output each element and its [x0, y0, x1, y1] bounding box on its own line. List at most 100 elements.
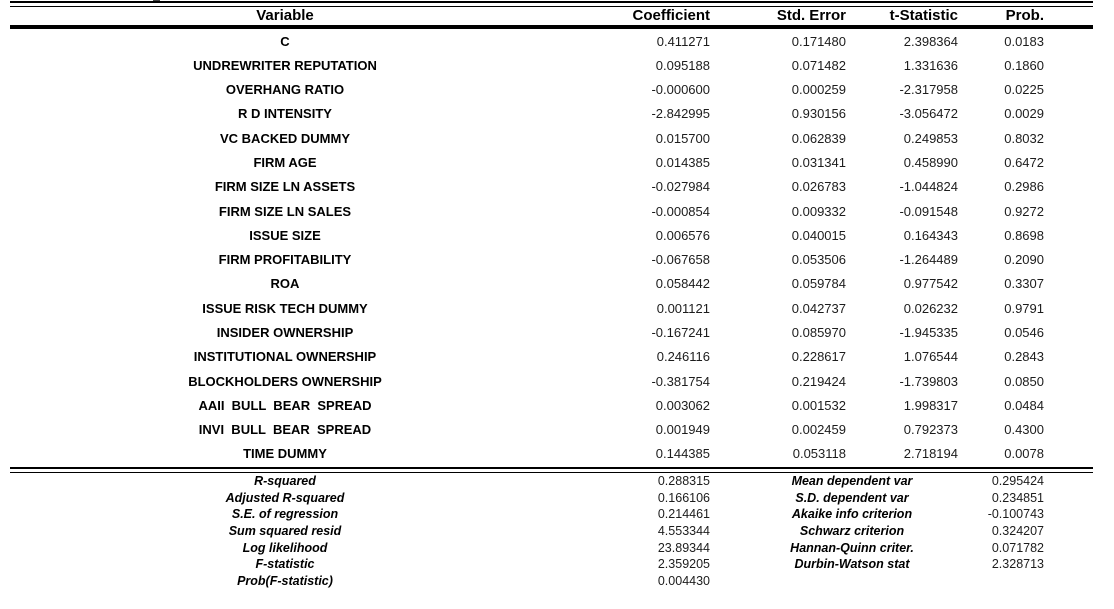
summary-right-value: 0.324207: [991, 524, 1044, 539]
prob-cell: 0.8032: [1004, 130, 1044, 146]
prob-cell: 0.0029: [1004, 106, 1044, 122]
t-statistic-cell: 0.792373: [903, 422, 958, 438]
prob-cell: 0.2843: [1004, 349, 1044, 365]
table-row: FIRM AGE 0.014385 0.031341 0.458990 0.64…: [10, 150, 1093, 174]
table-row: R D INTENSITY -2.842995 0.930156 -3.0564…: [10, 102, 1093, 126]
variable-cell: INVI BULL BEAR SPREAD: [198, 422, 372, 438]
summary-left-value: 4.553344: [657, 524, 710, 539]
table-row: TIME DUMMY 0.144385 0.053118 2.718194 0.…: [10, 442, 1093, 466]
table-row: VC BACKED DUMMY 0.015700 0.062839 0.2498…: [10, 126, 1093, 150]
prob-cell: 0.6472: [1004, 155, 1044, 171]
summary-left-label: Sum squared resid: [228, 524, 342, 539]
summary-right-label: Schwarz criterion: [799, 524, 905, 539]
variable-cell: R D INTENSITY: [238, 106, 332, 122]
variable-cell: INSTITUTIONAL OWNERSHIP: [193, 349, 377, 365]
table-row: FIRM SIZE LN ASSETS -0.027984 0.026783 -…: [10, 175, 1093, 199]
prob-cell: 0.3307: [1004, 276, 1044, 292]
prob-cell: 0.0078: [1004, 446, 1044, 462]
coefficient-cell: -0.067658: [651, 252, 710, 268]
std-error-cell: 0.228617: [791, 349, 846, 365]
summary-double-rule: [10, 467, 1093, 473]
variable-cell: FIRM AGE: [253, 155, 317, 171]
std-error-cell: 0.042737: [791, 300, 846, 316]
variable-cell: FIRM SIZE LN ASSETS: [214, 179, 356, 195]
coefficient-cell: -0.381754: [651, 373, 710, 389]
summary-row: R-squared 0.288315 Mean dependent var 0.…: [10, 473, 1093, 490]
std-error-cell: 0.002459: [791, 422, 846, 438]
coefficient-cell: 0.058442: [655, 276, 710, 292]
summary-left-label: Log likelihood: [242, 540, 328, 555]
prob-cell: 0.1860: [1004, 57, 1044, 73]
coefficient-cell: -0.000600: [651, 82, 710, 98]
summary-right-value: 0.234851: [991, 490, 1044, 505]
coefficient-cell: -2.842995: [651, 106, 710, 122]
prob-cell: 0.0225: [1004, 82, 1044, 98]
t-statistic-cell: 0.249853: [903, 130, 958, 146]
table-row: INSTITUTIONAL OWNERSHIP 0.246116 0.22861…: [10, 345, 1093, 369]
table-row: ISSUE SIZE 0.006576 0.040015 0.164343 0.…: [10, 223, 1093, 247]
summary-left-value: 0.214461: [657, 507, 710, 522]
variable-cell: ROA: [270, 276, 300, 292]
summary-left-label: Prob(F-statistic): [237, 573, 333, 588]
table-row: ISSUE RISK TECH DUMMY 0.001121 0.042737 …: [10, 296, 1093, 320]
summary-row: Adjusted R-squared 0.166106 S.D. depende…: [10, 490, 1093, 507]
prob-cell: 0.4300: [1004, 422, 1044, 438]
prob-cell: 0.0484: [1004, 397, 1044, 413]
coefficient-cell: -0.167241: [651, 325, 710, 341]
summary-left-value: 0.288315: [657, 474, 710, 489]
summary-left-label: F-statistic: [255, 557, 315, 572]
table-row: C 0.411271 0.171480 2.398364 0.0183: [10, 29, 1093, 53]
std-error-cell: 0.062839: [791, 130, 846, 146]
variable-cell: AAII BULL BEAR SPREAD: [198, 397, 372, 413]
std-error-cell: 0.040015: [791, 227, 846, 243]
summary-left-value: 2.359205: [657, 557, 710, 572]
summary-row: Prob(F-statistic) 0.004430: [10, 572, 1093, 589]
t-statistic-cell: -1.945335: [899, 325, 958, 341]
prob-cell: 0.2986: [1004, 179, 1044, 195]
t-statistic-cell: -1.739803: [899, 373, 958, 389]
t-statistic-cell: -2.317958: [899, 82, 958, 98]
std-error-cell: 0.001532: [791, 397, 846, 413]
summary-right-label: Hannan-Quinn criter.: [790, 540, 914, 555]
summary-left-label: S.E. of regression: [231, 507, 339, 522]
coefficient-cell: 0.095188: [655, 57, 710, 73]
summary-row: F-statistic 2.359205 Durbin-Watson stat …: [10, 556, 1093, 573]
coefficient-cell: 0.411271: [656, 33, 710, 49]
prob-cell: 0.0850: [1004, 373, 1044, 389]
t-statistic-cell: -0.091548: [899, 203, 958, 219]
variable-cell: ISSUE SIZE: [249, 227, 321, 243]
summary-left-value: 0.004430: [657, 573, 710, 588]
variable-cell: FIRM SIZE LN SALES: [218, 203, 352, 219]
std-error-cell: 0.026783: [791, 179, 846, 195]
table-body: C 0.411271 0.171480 2.398364 0.0183 UNDR…: [10, 29, 1093, 466]
variable-cell: UNDREWRITER REPUTATION: [193, 57, 377, 73]
summary-right-value: 2.328713: [991, 557, 1044, 572]
t-statistic-cell: 0.164343: [903, 227, 958, 243]
prob-cell: 0.0183: [1004, 33, 1044, 49]
summary-right-label: Akaike info criterion: [791, 507, 913, 522]
t-statistic-cell: 0.977542: [903, 276, 958, 292]
t-statistic-cell: -1.044824: [899, 179, 958, 195]
variable-cell: OVERHANG RATIO: [225, 82, 345, 98]
header-std-error: Std. Error: [776, 7, 846, 24]
summary-right-value: -0.100743: [987, 507, 1044, 522]
header-variable: Variable: [256, 7, 314, 24]
prob-cell: 0.0546: [1004, 325, 1044, 341]
header-coefficient: Coefficient: [632, 7, 710, 24]
summary-body: R-squared 0.288315 Mean dependent var 0.…: [10, 473, 1093, 589]
t-statistic-cell: 2.718194: [903, 446, 958, 462]
summary-right-label: Mean dependent var: [791, 474, 913, 489]
table-row: UNDREWRITER REPUTATION 0.095188 0.071482…: [10, 53, 1093, 77]
summary-row: Sum squared resid 4.553344 Schwarz crite…: [10, 523, 1093, 540]
summary-right-label: S.D. dependent var: [795, 490, 909, 505]
top-double-rule: [10, 1, 1093, 7]
t-statistic-cell: 0.458990: [903, 155, 958, 171]
table-row: OVERHANG RATIO -0.000600 0.000259 -2.317…: [10, 78, 1093, 102]
table-row: FIRM PROFITABILITY -0.067658 0.053506 -1…: [10, 248, 1093, 272]
std-error-cell: 0.053118: [792, 446, 846, 462]
summary-left-label: R-squared: [254, 474, 316, 489]
std-error-cell: 0.219424: [791, 373, 846, 389]
std-error-cell: 0.053506: [791, 252, 846, 268]
coefficient-cell: 0.003062: [655, 397, 710, 413]
